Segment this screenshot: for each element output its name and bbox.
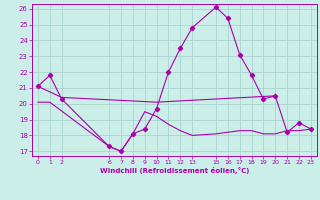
X-axis label: Windchill (Refroidissement éolien,°C): Windchill (Refroidissement éolien,°C) bbox=[100, 167, 249, 174]
